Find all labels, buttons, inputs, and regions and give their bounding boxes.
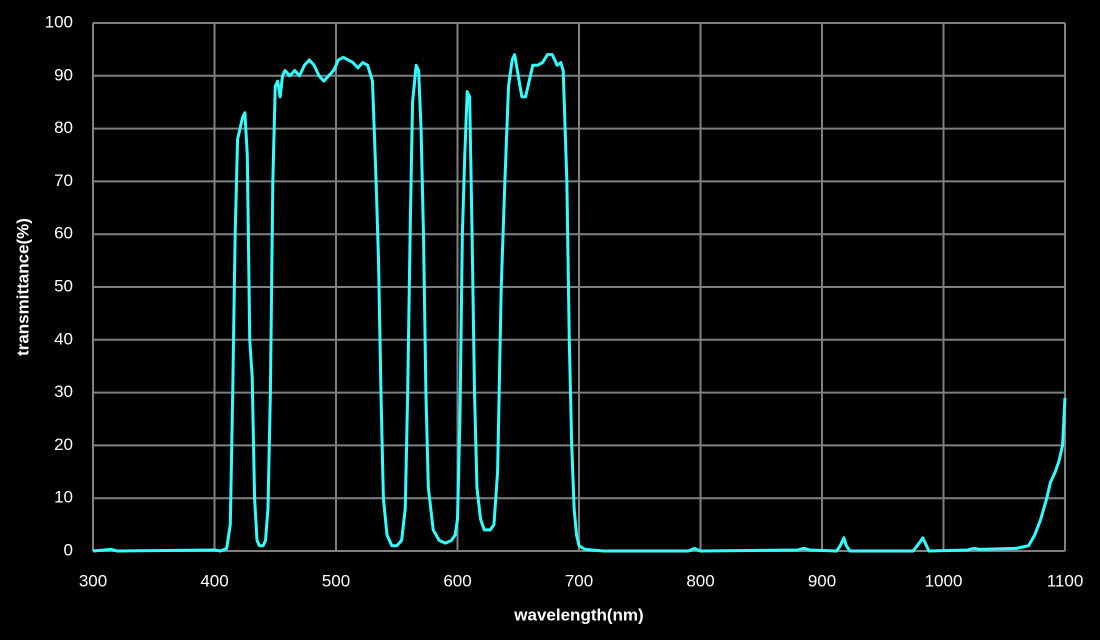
y-tick-label: 80 bbox=[54, 118, 73, 137]
x-tick-label: 1000 bbox=[925, 571, 963, 590]
y-tick-label: 50 bbox=[54, 276, 73, 295]
y-tick-label: 100 bbox=[45, 12, 73, 31]
x-tick-label: 800 bbox=[686, 571, 714, 590]
y-tick-label: 60 bbox=[54, 224, 73, 243]
y-tick-label: 10 bbox=[54, 488, 73, 507]
x-tick-label: 300 bbox=[79, 571, 107, 590]
data-line bbox=[92, 53, 1067, 553]
y-tick-label: 90 bbox=[54, 65, 73, 84]
y-tick-label: 70 bbox=[54, 171, 73, 190]
x-axis-title: wavelength(nm) bbox=[513, 605, 643, 624]
x-tick-label: 900 bbox=[808, 571, 836, 590]
x-tick-label: 500 bbox=[322, 571, 350, 590]
y-tick-label: 0 bbox=[64, 540, 73, 559]
x-tick-label: 600 bbox=[443, 571, 471, 590]
y-tick-label: 30 bbox=[54, 382, 73, 401]
y-tick-label: 40 bbox=[54, 329, 73, 348]
y-tick-label: 20 bbox=[54, 435, 73, 454]
y-axis-title: transmittance(%) bbox=[13, 218, 32, 356]
x-tick-label: 1100 bbox=[1047, 571, 1084, 590]
x-tick-label: 700 bbox=[565, 571, 593, 590]
x-tick-label: 400 bbox=[200, 571, 228, 590]
